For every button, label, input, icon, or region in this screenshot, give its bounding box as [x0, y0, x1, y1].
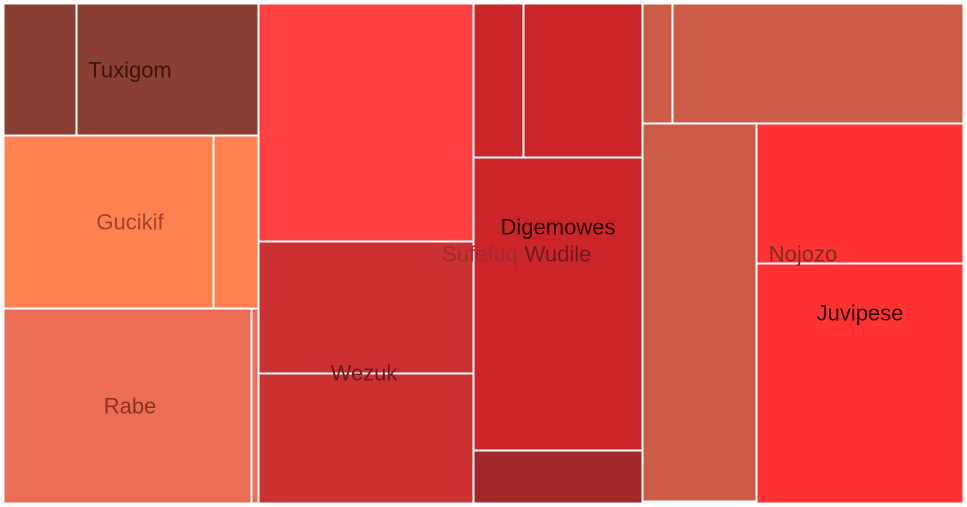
treemap-label-juvipese: Juvipese [817, 301, 904, 326]
treemap-cell-rabe-2[interactable] [251, 308, 259, 504]
treemap-cell-wezuk-2[interactable] [258, 373, 474, 504]
treemap-cell-tuxigom-1[interactable] [3, 3, 77, 136]
treemap-cell-gucikif-1[interactable] [3, 135, 214, 309]
treemap-cell-nojozo-1[interactable] [642, 3, 673, 124]
treemap-label-wezuk: Wezuk [331, 361, 399, 386]
treemap-cells [3, 3, 964, 504]
treemap-cell-wudile-2[interactable] [523, 3, 643, 158]
treemap-cell-sufefuq-1[interactable] [258, 3, 474, 242]
treemap-cell-nojozo-2[interactable] [672, 3, 964, 124]
treemap-label-gucikif: Gucikif [96, 210, 164, 235]
treemap-cell-nojozo-3[interactable] [642, 123, 757, 502]
treemap-cell-wudile-1[interactable] [473, 3, 524, 158]
treemap-cell-juvipese-1[interactable] [756, 123, 964, 264]
treemap-label-sufefuq: Sufefuq [442, 242, 518, 267]
treemap-cell-digemowes-1[interactable] [473, 157, 643, 451]
treemap-cell-gucikif-2[interactable] [213, 135, 259, 309]
treemap-label-digemowes: Digemowes [501, 215, 616, 240]
treemap-label-rabe: Rabe [104, 394, 157, 419]
treemap-labels: Tuxigom Gucikif Rabe Sufefuq Wezuk WudileDige… [88, 58, 903, 419]
treemap-cell-tuxigom-2[interactable] [76, 3, 259, 136]
treemap-label-nojozo: Nojozo [769, 242, 837, 267]
treemap-cell-wezuk-1[interactable] [258, 241, 474, 374]
treemap-cell-juvipese-2[interactable] [756, 263, 964, 504]
treemap-cell-rabe-1[interactable] [3, 308, 252, 504]
treemap-cell-unlabeled-1[interactable] [473, 450, 643, 504]
treemap-label-wudile: Wudile [525, 242, 592, 267]
treemap-label-tuxigom: Tuxigom [88, 58, 172, 83]
